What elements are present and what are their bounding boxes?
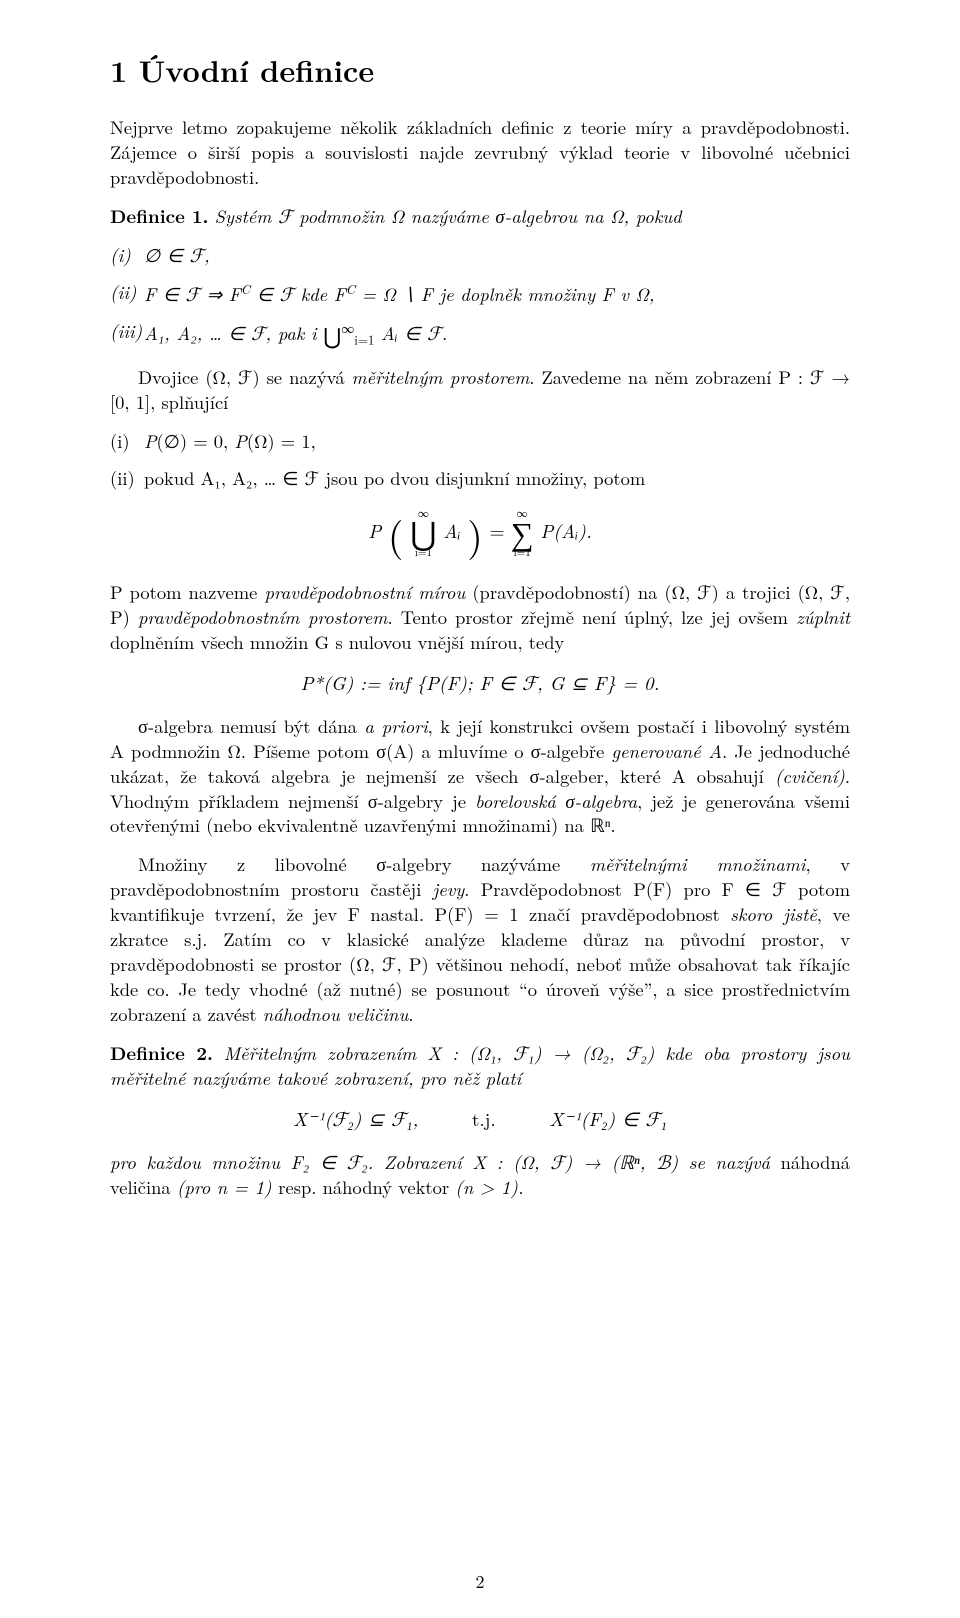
page: 1 Úvodní definice Nejprve letmo zopakuje… <box>0 0 960 1618</box>
p4-d: generované A <box>612 738 722 764</box>
def1-text: Systém ℱ podmnožin Ω nazýváme σ-algebrou… <box>215 203 682 229</box>
eq2-text: P*(G) := inf {P(F); F ∈ ℱ, G ⊆ F} = 0. <box>301 669 660 696</box>
eq1-eq: = <box>490 517 511 544</box>
p4-b: a priori <box>364 713 427 739</box>
list2-i2-text: pokud A₁, A₂, … ∈ ℱ jsou po dvou disjunk… <box>144 465 645 491</box>
p5-a: Množiny z libovolné σ-algebry nazýváme <box>138 851 590 877</box>
p6-a: pro každou množinu F₂ ∈ ℱ₂. Zobrazení X … <box>110 1149 781 1175</box>
p5-d: jevy <box>433 876 465 902</box>
def1-i3-b: Aᵢ ∈ ℱ. <box>374 320 447 346</box>
p4-f: (cvičení) <box>775 763 845 789</box>
paragraph-4: σ-algebra nemusí být dána a priori, k je… <box>110 714 850 839</box>
p5-h: náhodnou veličinu <box>263 1001 409 1027</box>
paragraph-6: pro každou množinu F₂ ∈ ℱ₂. Zobrazení X … <box>110 1150 850 1200</box>
list-2: (i) P(∅) = 0, P(Ω) = 1, (ii) pokud A₁, A… <box>110 429 850 491</box>
paragraph-5: Množiny z libovolné σ-algebry nazýváme m… <box>110 852 850 1027</box>
eq3-b: X⁻¹(F₂) ∈ ℱ₁ <box>549 1105 667 1132</box>
p3-a: P potom nazveme <box>110 579 264 605</box>
def1-item-2: (ii) F ∈ ℱ ⇒ FC ∈ ℱ kde FC = Ω ∖ F je do… <box>110 280 850 307</box>
eq1-rhs: P(Aᵢ). <box>540 517 591 544</box>
intro-paragraph: Nejprve letmo zopakujeme několik základn… <box>110 115 850 190</box>
section-heading: 1 Úvodní definice <box>110 48 850 91</box>
p3-b: pravděpodobnostní mírou <box>264 579 465 605</box>
p3-d: pravděpodobnostním prostorem <box>138 604 388 630</box>
p6-c: (pro n = 1) <box>177 1174 278 1200</box>
def1-i3-a: A₁, A₂, … ∈ ℱ, pak i <box>144 320 323 346</box>
p3-f: zúplnit <box>796 604 850 630</box>
p4-h: borelovská σ-algebra <box>475 788 637 814</box>
def1-i1-text: ∅ ∈ ℱ, <box>144 242 210 268</box>
equation-1: P ( ∞ ⋃ i=1 Aᵢ ) = ∞ ∑ i=1 P(Aᵢ). <box>110 505 850 562</box>
p4-a: σ-algebra nemusí být dána <box>138 713 364 739</box>
def1-i2-a: F ∈ ℱ ⇒ F <box>144 281 241 307</box>
p6-d: resp. <box>278 1174 322 1200</box>
def1-item-1: (i) ∅ ∈ ℱ, <box>110 243 850 268</box>
p5-f: skoro jistě <box>730 901 816 927</box>
p5-i: . <box>408 1001 413 1027</box>
list2-item-2: (ii) pokud A₁, A₂, … ∈ ℱ jsou po dvou di… <box>110 466 850 491</box>
p6-f: (n > 1). <box>455 1174 523 1200</box>
p2-a: Dvojice (Ω, ℱ) se nazývá <box>138 364 352 390</box>
p3-e: . Tento prostor zřejmě není úplný, lze j… <box>387 604 796 630</box>
eq3-tj: t.j. <box>472 1105 496 1132</box>
eq1-P: P <box>368 517 381 544</box>
equation-3: X⁻¹(ℱ₂) ⊆ ℱ₁, t.j. X⁻¹(F₂) ∈ ℱ₁ <box>110 1105 850 1132</box>
def2-label: Definice 2. <box>110 1040 213 1066</box>
eq3-a: X⁻¹(ℱ₂) ⊆ ℱ₁, <box>293 1105 418 1132</box>
def1-list: (i) ∅ ∈ ℱ, (ii) F ∈ ℱ ⇒ FC ∈ ℱ kde FC = … <box>110 243 850 351</box>
p6-e: náhodný vektor <box>323 1174 456 1200</box>
def1-item-3: (iii) A₁, A₂, … ∈ ℱ, pak i ⋃∞i=1 Aᵢ ∈ ℱ. <box>110 319 850 351</box>
paragraph-2: Dvojice (Ω, ℱ) se nazývá měřitelným pros… <box>110 365 850 415</box>
def2-text: Měřitelným zobrazením X : (Ω₁, ℱ₁) → (Ω₂… <box>110 1040 850 1091</box>
def1-i2-b: ∈ ℱ kde F <box>250 281 346 307</box>
p5-b: měřitelnými množinami <box>590 851 806 877</box>
def1-label: Definice 1. <box>110 203 208 229</box>
definition-1: Definice 1. Systém ℱ podmnožin Ω nazývám… <box>110 204 850 229</box>
list2-item-1: (i) P(∅) = 0, P(Ω) = 1, <box>110 429 850 454</box>
def1-i2-c: = Ω ∖ F je doplněk množiny F v Ω, <box>355 281 654 307</box>
equation-2: P*(G) := inf {P(F); F ∈ ℱ, G ⊆ F} = 0. <box>110 669 850 696</box>
eq1-Ai: Aᵢ <box>443 517 460 544</box>
p2-b: měřitelným prostorem <box>352 364 530 390</box>
paragraph-3: P potom nazveme pravděpodobnostní mírou … <box>110 580 850 655</box>
p3-g: doplněním všech množin G s nulovou vnějš… <box>110 629 564 655</box>
page-number: 2 <box>0 1569 960 1594</box>
definition-2: Definice 2. Měřitelným zobrazením X : (Ω… <box>110 1041 850 1091</box>
